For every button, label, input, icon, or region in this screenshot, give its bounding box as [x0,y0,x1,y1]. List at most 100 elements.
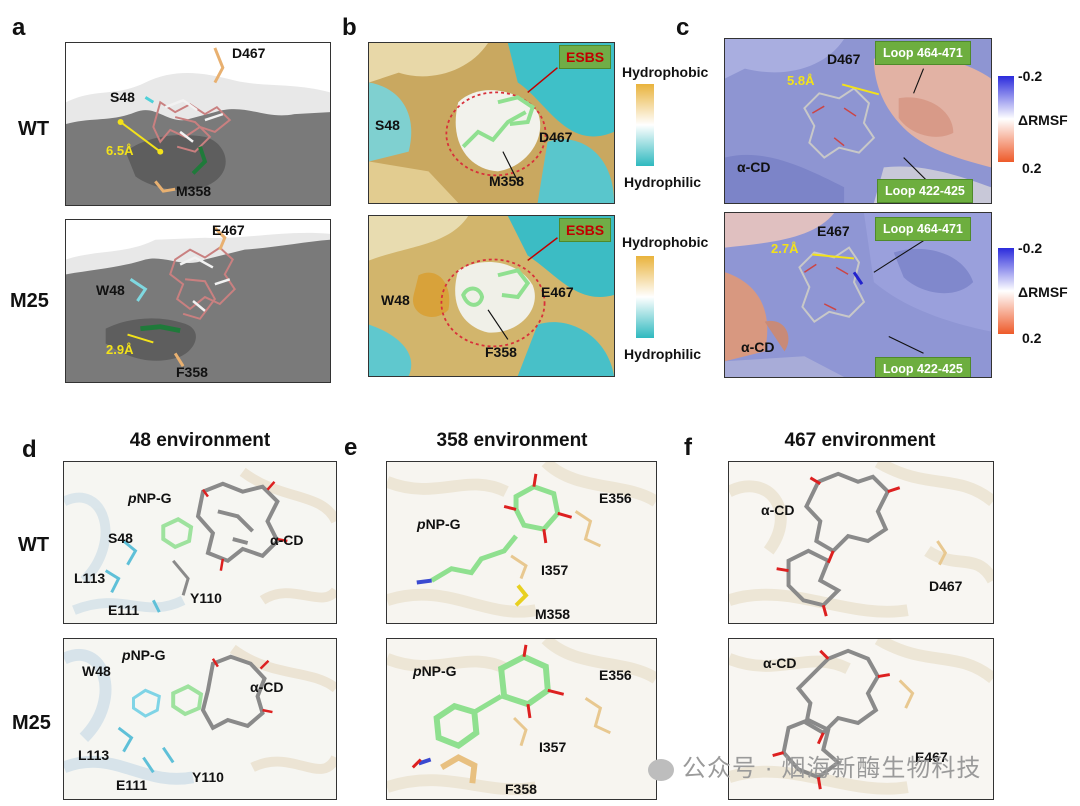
label-l113: L113 [78,747,110,763]
rmsf-scale-top-bottom: -0.2 [1018,240,1043,256]
label-d467: D467 [232,45,266,61]
panel-letter-a: a [12,14,26,41]
label-alpha-cd: α-CD [270,532,304,548]
protein-surface-graphic [66,226,330,382]
tag-loop-464-471: Loop 464-471 [875,41,971,65]
rmsf-scale-title-top: ΔRMSF [1018,112,1068,128]
panel-f-m25-image: α-CD E467 [728,638,994,800]
label-e356: E356 [599,667,632,683]
hydrophilic-label-bottom: Hydrophilic [624,346,702,362]
label-f358: F358 [505,781,537,797]
tag-loop-422-425: Loop 422-425 [877,179,973,203]
label-distance: 6.5Å [106,143,134,158]
label-e111: E111 [116,777,148,793]
panel-a-wt-image: D467 S48 6.5Å M358 [65,42,331,206]
molecular-structure-graphic [729,462,993,618]
rmsf-scale-bottom-bottom: 0.2 [1022,330,1042,346]
label-m358: M358 [176,183,212,199]
panel-e-wt-image: pNP-G E356 I357 M358 [386,461,657,624]
label-pnp-g: pNP-G [413,663,457,679]
rmsf-colorbar-bottom [998,248,1014,334]
label-s48: S48 [375,117,400,133]
label-e356: E356 [599,490,632,506]
hydrophobicity-colorbar-top [636,84,654,166]
panel-c-m25-image: E467 2.7Å α-CD Loop 464-471 Loop 422-425 [724,212,992,378]
hydrophobicity-colorbar-bottom [636,256,654,338]
molecular-structure-graphic [387,639,656,796]
rmsf-colorbar-top [998,76,1014,162]
rmsf-scale-title-bottom: ΔRMSF [1018,284,1068,300]
panel-d-title: 48 environment [129,430,271,451]
panel-letter-c: c [676,14,690,41]
tag-loop-422-425: Loop 422-425 [875,357,971,377]
label-e467: E467 [541,284,574,300]
rmsf-scale-top-top: -0.2 [1018,68,1043,84]
label-m358: M358 [489,173,525,189]
label-distance: 2.7Å [771,241,799,256]
panel-letter-e: e [344,434,358,461]
label-d467: D467 [929,578,963,594]
label-esbs: ESBS [559,218,612,242]
label-distance: 2.9Å [106,342,134,357]
label-s48: S48 [108,530,133,546]
panel-f-title: 467 environment [784,430,936,451]
label-w48: W48 [381,292,410,308]
label-y110: Y110 [192,769,224,785]
label-e111: E111 [108,602,140,618]
hydrophobic-label-top: Hydrophobic [622,64,709,80]
panel-letter-d: d [22,436,37,463]
tag-loop-464-471: Loop 464-471 [875,217,971,241]
label-i357: I357 [541,562,569,578]
molecular-structure-graphic [729,639,993,795]
label-w48: W48 [96,282,125,298]
row-label-m25-d: M25 [12,712,51,734]
hydrophilic-label-top: Hydrophilic [624,174,702,190]
panel-b-wt-image: ESBS S48 D467 M358 [368,42,615,204]
label-f358: F358 [176,364,208,380]
molecular-structure-graphic [64,644,336,785]
label-e467: E467 [915,749,948,765]
label-e467: E467 [817,223,850,239]
label-d467: D467 [827,51,861,67]
protein-surface-graphic [66,47,330,205]
panel-letter-f: f [684,434,692,461]
row-label-m25-a: M25 [10,290,49,312]
panel-d-wt-image: pNP-G S48 α-CD L113 E111 Y110 [63,461,337,624]
label-alpha-cd: α-CD [250,679,284,695]
label-pnp-g: pNP-G [417,516,461,532]
row-label-wt-a: WT [18,118,50,140]
label-s48: S48 [110,89,135,105]
watermark: 公众号 · 烟海新酶生物科技 [648,748,981,783]
panel-e-title: 358 environment [436,430,588,451]
rmsf-surface-graphic [725,39,991,203]
panel-b-m25-image: ESBS W48 E467 F358 [368,215,615,377]
panel-letter-b: b [342,14,357,41]
label-m358: M358 [535,606,571,622]
label-esbs: ESBS [559,45,612,69]
label-w48: W48 [82,663,111,679]
label-e467: E467 [212,222,245,238]
molecular-structure-graphic [387,462,656,618]
wechat-icon [648,758,674,781]
row-label-wt-d: WT [18,534,50,556]
label-y110: Y110 [190,590,222,606]
panel-c-wt-image: D467 5.8Å α-CD Loop 464-471 Loop 422-425 [724,38,992,204]
label-pnp-g: pNP-G [122,647,166,663]
panel-f-wt-image: α-CD D467 [728,461,994,624]
label-alpha-cd: α-CD [741,339,775,355]
label-i357: I357 [539,739,567,755]
label-d467: D467 [539,129,573,145]
label-alpha-cd: α-CD [763,655,797,671]
label-pnp-g: pNP-G [128,490,172,506]
label-distance: 5.8Å [787,73,815,88]
hydrophobicity-surface-graphic [369,43,614,203]
panel-e-m25-image: pNP-G E356 I357 F358 [386,638,657,800]
rmsf-surface-graphic [725,213,991,377]
panel-a-m25-image: E467 W48 2.9Å F358 [65,219,331,383]
molecular-structure-graphic [64,467,336,615]
label-alpha-cd: α-CD [737,159,771,175]
rmsf-scale-bottom-top: 0.2 [1022,160,1042,176]
label-alpha-cd: α-CD [761,502,795,518]
label-f358: F358 [485,344,517,360]
label-l113: L113 [74,570,106,586]
